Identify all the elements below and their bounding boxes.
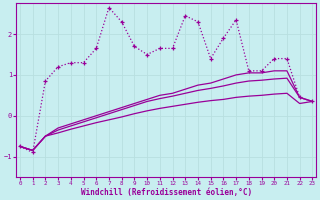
X-axis label: Windchill (Refroidissement éolien,°C): Windchill (Refroidissement éolien,°C)	[81, 188, 252, 197]
